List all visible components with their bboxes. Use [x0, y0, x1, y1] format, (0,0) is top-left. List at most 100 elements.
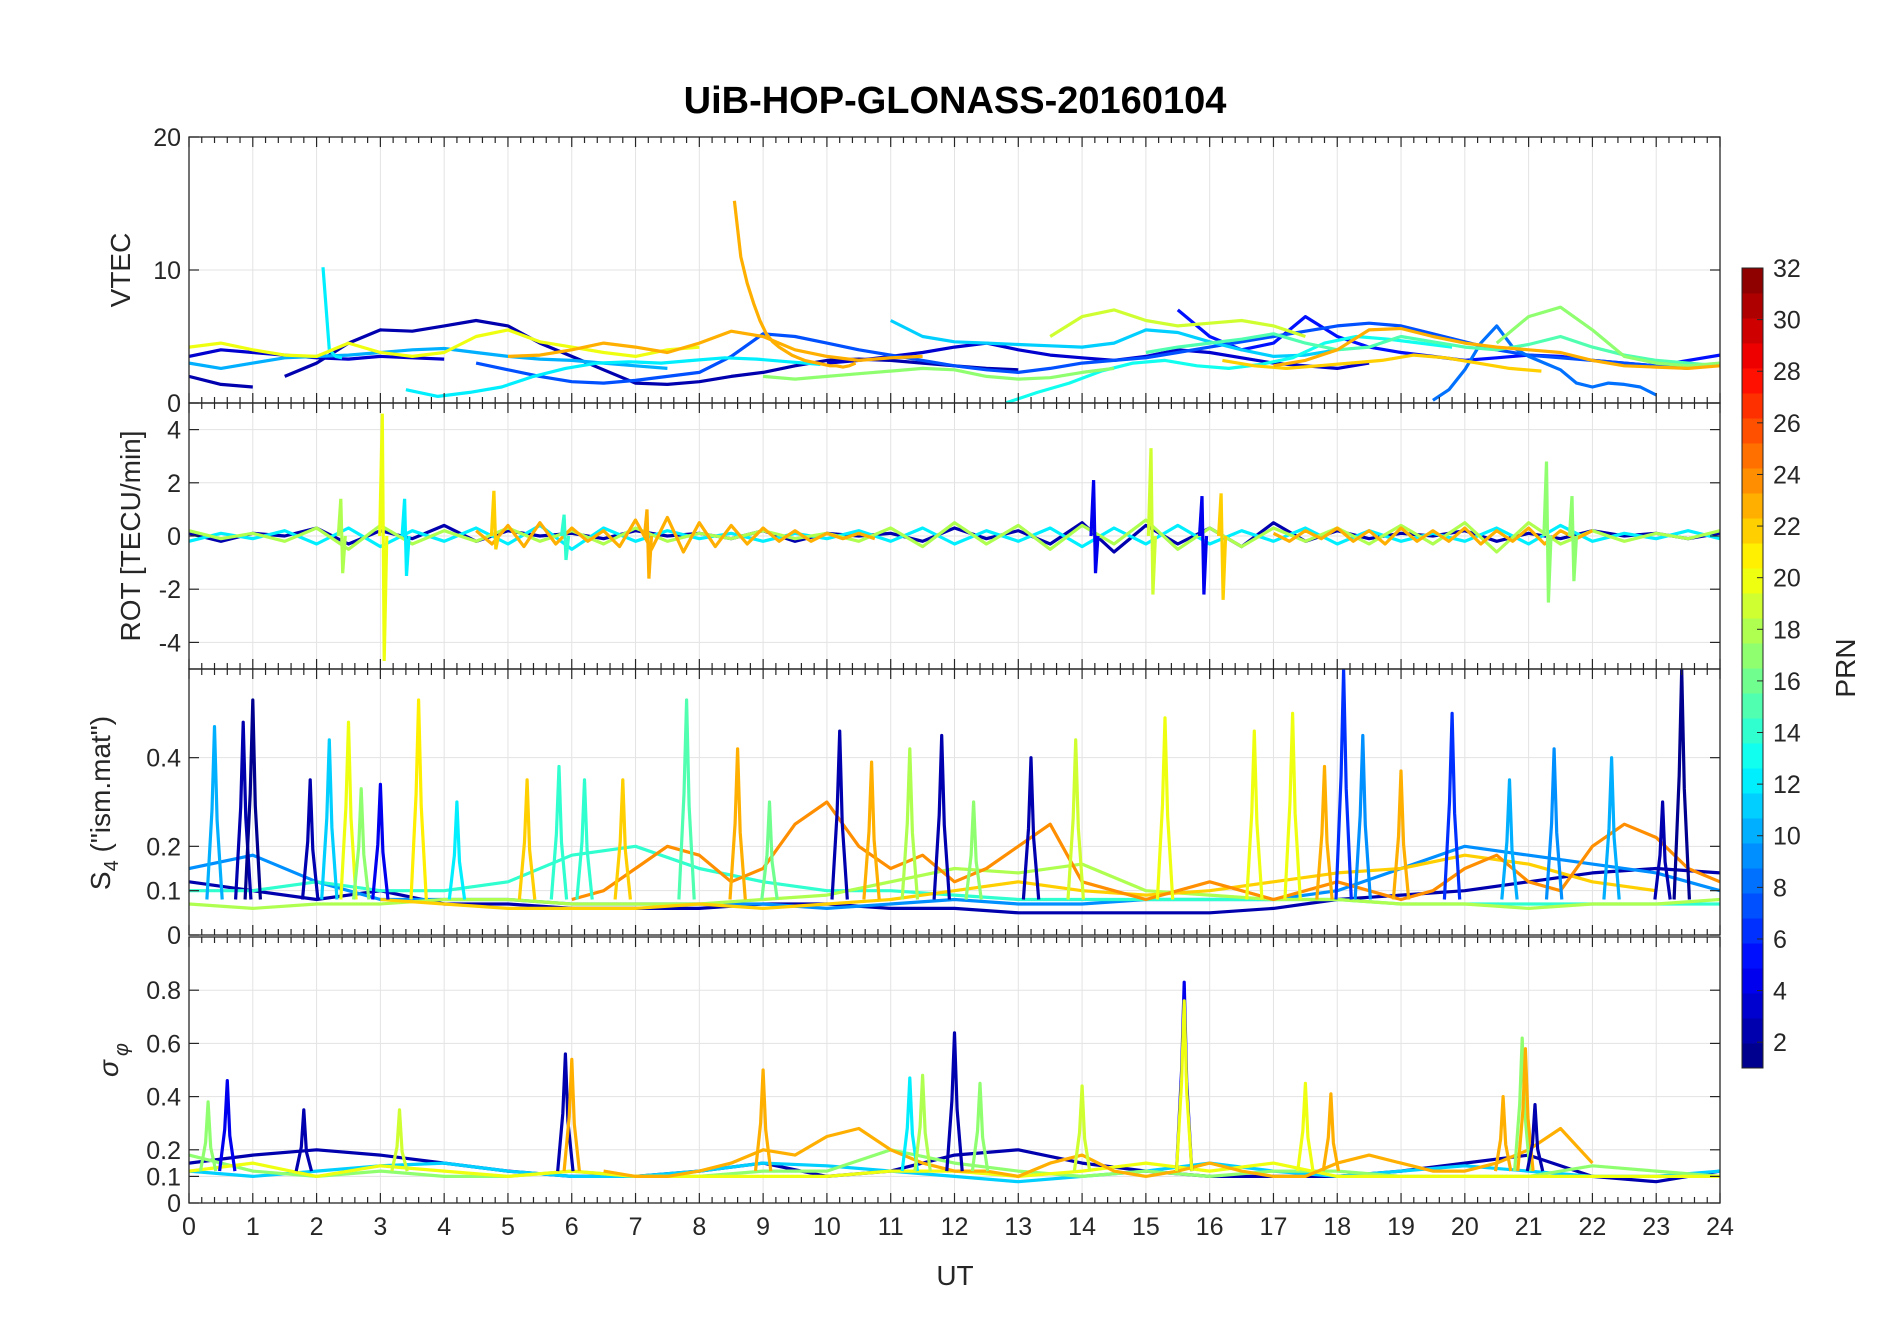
series-line-prn-10 [189, 346, 668, 370]
series-line-prn-18 [189, 518, 1720, 554]
s4-y-label: S4 ("ism.mat") [85, 716, 123, 890]
colorbar-band [1742, 643, 1763, 669]
colorbar-band [1742, 568, 1763, 594]
rot-spike-prn-20 [378, 413, 389, 662]
peak-prn-1 [243, 698, 262, 900]
x-tick-label: 8 [692, 1213, 706, 1241]
x-tick-label: 23 [1642, 1213, 1670, 1241]
y-tick-label: 0 [167, 922, 181, 950]
peak-prn-18 [913, 1073, 932, 1172]
series-line-prn-2 [189, 521, 1720, 554]
peak-prn-17 [964, 800, 983, 900]
rot-spike-prn-18 [336, 498, 347, 574]
x-tick-label: 0 [182, 1213, 196, 1241]
colorbar-band [1742, 668, 1763, 694]
peak-prn-12 [447, 800, 467, 900]
colorbar-band [1742, 768, 1763, 794]
peak-prn-14 [549, 764, 569, 900]
peak-prn-2 [1653, 800, 1672, 900]
rot-spike-prn-12 [400, 498, 411, 577]
colorbar-band [1742, 543, 1763, 569]
series-line-prn-19 [1049, 308, 1306, 339]
peak-prn-9 [1353, 733, 1372, 900]
x-tick-label: 11 [878, 1213, 904, 1241]
colorbar-tick-label: 4 [1773, 978, 1787, 1006]
peak-prn-2 [932, 733, 951, 900]
data-layer [189, 980, 1720, 1184]
series-line-prn-12 [321, 267, 343, 360]
sigma-y-label: σφ [93, 1043, 133, 1077]
colorbar-band [1742, 518, 1763, 544]
peak-prn-4 [371, 782, 390, 900]
colorbar-tick-label: 10 [1773, 823, 1801, 851]
series-line-prn-23 [1273, 326, 1720, 370]
peak-prn-23 [728, 747, 747, 900]
colorbar-band [1742, 943, 1763, 969]
peak-prn-20 [1155, 716, 1175, 900]
x-tick-label: 18 [1323, 1213, 1351, 1241]
peak-prn-11 [320, 738, 339, 900]
colorbar-band [1742, 393, 1763, 419]
vtec-y-label: VTEC [105, 233, 136, 308]
peak-prn-20 [1296, 1081, 1315, 1172]
panel-vtec: 0 10 20 [153, 124, 1721, 418]
y-tick-label: 0.8 [146, 977, 181, 1005]
colorbar-tick-label: 8 [1773, 874, 1787, 902]
data-layer [189, 200, 1720, 403]
series-line-prn-17 [762, 366, 1115, 381]
peak-prn-14 [575, 778, 594, 900]
series-line-prn-12 [405, 356, 821, 398]
peak-prn-1 [1672, 669, 1691, 900]
x-tick-label: 2 [310, 1213, 324, 1241]
x-tick-label: 1 [246, 1213, 260, 1241]
x-tick-label: 5 [501, 1213, 515, 1241]
x-tick-label: 24 [1706, 1213, 1734, 1241]
series-line-prn-23 [732, 200, 857, 369]
colorbar-band [1742, 968, 1763, 994]
x-tick-label: 16 [1196, 1213, 1224, 1241]
peak-prn-2 [1525, 1102, 1545, 1172]
chart-title: UiB-HOP-GLONASS-20160104 [684, 80, 1227, 122]
peak-prn-17 [1513, 1036, 1532, 1172]
colorbar-tick-label: 30 [1773, 307, 1801, 335]
peak-prn-23 [862, 760, 881, 900]
y-tick-label: 0.2 [146, 1137, 181, 1165]
panel-sigma: 00.10.2 0.4 0.6 0.8 [146, 936, 1721, 1218]
series-line-prn-23 [1272, 526, 1594, 546]
colorbar-band [1742, 1018, 1763, 1044]
colorbar-band [1742, 618, 1763, 644]
peak-prn-23 [1321, 1092, 1341, 1172]
peak-prn-19 [390, 1108, 409, 1172]
x-tick-label: 10 [813, 1213, 841, 1241]
y-axis-labels: VTEC ROT [TECU/min] S4 ("ism.mat") σφ [85, 233, 146, 1077]
peak-prn-22 [613, 778, 632, 900]
series-line-prn-18 [189, 862, 1720, 911]
series-line-prn-2 [189, 374, 253, 389]
rot-spike-prn-23 [642, 509, 654, 579]
colorbar-band [1742, 843, 1763, 869]
y-tick-label: -2 [159, 576, 181, 604]
colorbar-band [1742, 468, 1763, 494]
sigma-label-sub: φ [111, 1043, 133, 1056]
panel-rot: -4 -2 0 2 4 [159, 402, 1721, 670]
s4-label-sub: 4 [101, 860, 123, 871]
x-tick-label: 22 [1579, 1213, 1607, 1241]
series-line-prn-23 [475, 515, 876, 554]
peak-prn-23 [753, 1068, 773, 1172]
colorbar-band [1742, 318, 1763, 344]
peak-prn-22 [517, 778, 537, 900]
x-tick-label: 20 [1451, 1213, 1479, 1241]
x-tick-label: 14 [1068, 1213, 1096, 1241]
series-line-prn-2 [284, 318, 1019, 386]
y-tick-label: -4 [159, 629, 181, 657]
series-line-prn-22 [380, 853, 1657, 911]
colorbar-tick-label: 14 [1773, 720, 1801, 748]
data-layer [189, 413, 1720, 662]
y-tick-label: 0 [167, 390, 181, 418]
colorbar-tick-label: 26 [1773, 410, 1801, 438]
colorbar-band [1742, 1043, 1763, 1069]
y-tick-label: 0 [167, 1190, 181, 1218]
colorbar-tick-label: 28 [1773, 358, 1801, 386]
peak-prn-2 [556, 1052, 575, 1172]
